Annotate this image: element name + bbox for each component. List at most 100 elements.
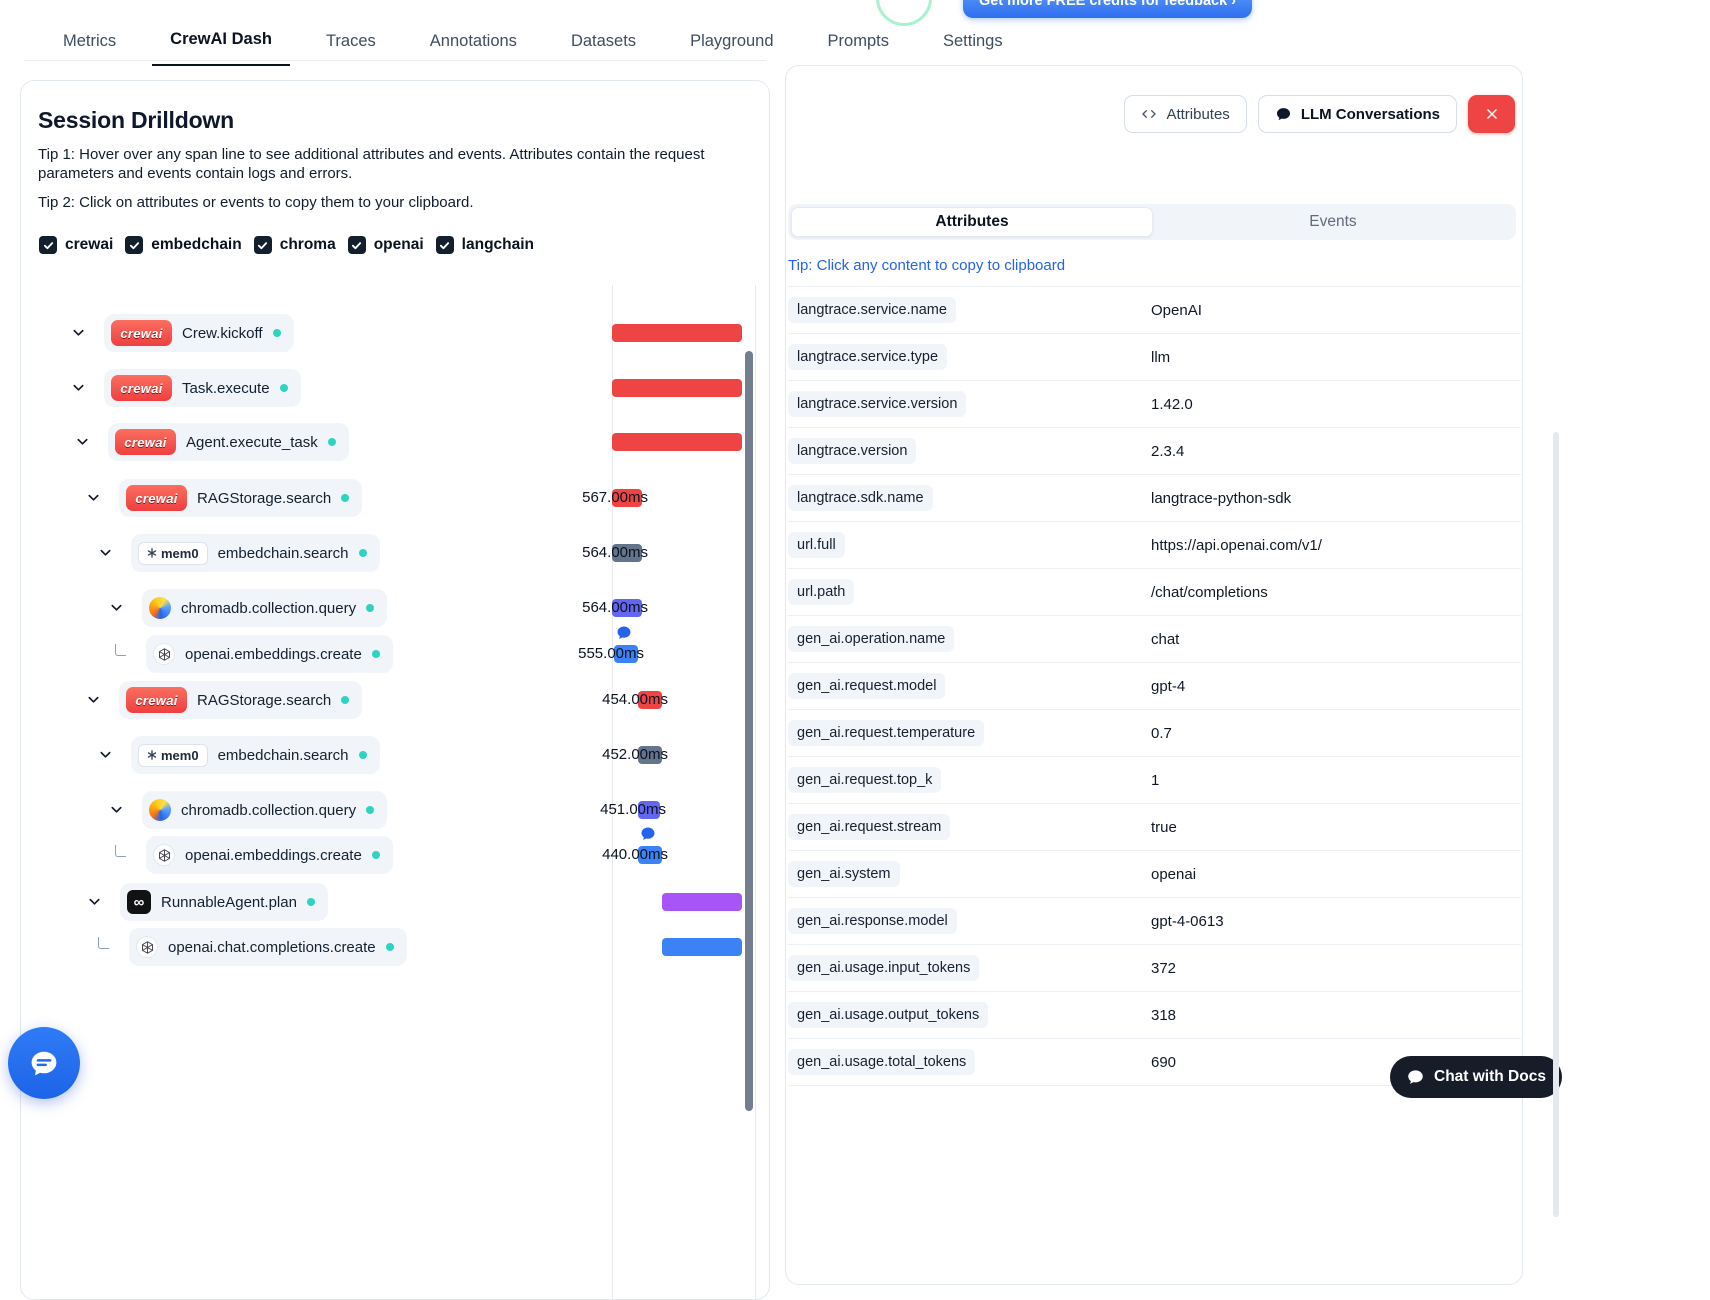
- duration-bar[interactable]: [612, 433, 742, 451]
- duration-bar[interactable]: [638, 801, 660, 819]
- attr-value[interactable]: langtrace-python-sdk: [1151, 489, 1292, 507]
- filter-langchain[interactable]: langchain: [435, 236, 534, 254]
- attr-value[interactable]: https://api.openai.com/v1/: [1151, 536, 1322, 554]
- attr-key[interactable]: langtrace.service.type: [788, 344, 948, 370]
- span-pill[interactable]: mem0 embedchain.search: [131, 534, 380, 572]
- chat-widget-button[interactable]: [8, 1027, 80, 1099]
- tab-events[interactable]: Events: [1309, 213, 1357, 230]
- attr-value[interactable]: 372: [1151, 959, 1177, 977]
- span-pill[interactable]: ∞ RunnableAgent.plan: [120, 883, 328, 921]
- span-pill[interactable]: crewai Agent.execute_task: [108, 423, 349, 461]
- checkbox-openai[interactable]: [347, 236, 366, 254]
- duration-bar[interactable]: [612, 544, 642, 562]
- checkbox-langchain[interactable]: [435, 236, 454, 254]
- span-pill[interactable]: openai.chat.completions.create: [129, 928, 407, 966]
- attr-value[interactable]: llm: [1151, 348, 1171, 366]
- attr-key[interactable]: url.full: [788, 532, 845, 558]
- chevron-down-icon[interactable]: [109, 600, 125, 616]
- attr-key[interactable]: url.path: [788, 579, 855, 605]
- chevron-down-icon[interactable]: [86, 490, 102, 506]
- attr-value[interactable]: chat: [1151, 630, 1180, 648]
- duration-bar[interactable]: [612, 599, 642, 617]
- tab-attributes[interactable]: Attributes: [791, 207, 1153, 237]
- checkbox-crewai[interactable]: [39, 236, 57, 254]
- llm-bubble-icon[interactable]: [640, 826, 656, 842]
- chevron-down-icon[interactable]: [71, 380, 87, 396]
- filter-chroma[interactable]: chroma: [253, 236, 336, 254]
- chat-with-docs-button[interactable]: Chat with Docs: [1390, 1056, 1562, 1098]
- tree-scrollbar[interactable]: [745, 351, 753, 1111]
- attr-value[interactable]: gpt-4: [1151, 677, 1186, 695]
- attr-key[interactable]: gen_ai.usage.total_tokens: [788, 1049, 976, 1075]
- attr-value[interactable]: /chat/completions: [1151, 583, 1268, 601]
- llm-bubble-icon[interactable]: [616, 625, 632, 641]
- checkbox-embedchain[interactable]: [125, 236, 144, 254]
- attr-value[interactable]: 1.42.0: [1151, 395, 1193, 413]
- nav-tab-prompts[interactable]: Prompts: [827, 32, 889, 50]
- duration-bar[interactable]: [638, 846, 662, 864]
- credits-button[interactable]: Get more FREE credits for feedback ›: [963, 0, 1252, 18]
- chevron-down-icon[interactable]: [87, 894, 103, 910]
- filter-embedchain[interactable]: embedchain: [125, 236, 242, 254]
- nav-tab-datasets[interactable]: Datasets: [570, 32, 637, 50]
- chevron-down-icon[interactable]: [71, 325, 87, 341]
- duration-bar[interactable]: [662, 938, 742, 956]
- close-button[interactable]: [1468, 95, 1515, 133]
- span-pill[interactable]: crewai Crew.kickoff: [104, 314, 294, 352]
- chevron-down-icon[interactable]: [109, 802, 125, 818]
- attr-value[interactable]: 1: [1151, 771, 1160, 789]
- attr-key[interactable]: gen_ai.operation.name: [788, 626, 955, 652]
- attr-key[interactable]: langtrace.service.version: [788, 391, 967, 417]
- duration-bar[interactable]: [614, 645, 638, 663]
- attr-value[interactable]: 690: [1151, 1053, 1177, 1071]
- nav-tab-crewai-dash[interactable]: CrewAI Dash: [152, 30, 290, 66]
- attr-key[interactable]: gen_ai.system: [788, 861, 900, 887]
- span-pill[interactable]: chromadb.collection.query: [142, 791, 388, 829]
- duration-bar[interactable]: [638, 746, 662, 764]
- attr-key[interactable]: gen_ai.request.model: [788, 673, 946, 699]
- duration-bar[interactable]: [612, 379, 742, 397]
- filter-openai[interactable]: openai: [347, 236, 424, 254]
- nav-tab-settings[interactable]: Settings: [942, 32, 1003, 50]
- duration-bar[interactable]: [612, 324, 742, 342]
- attr-value[interactable]: 0.7: [1151, 724, 1172, 742]
- attr-value[interactable]: OpenAI: [1151, 301, 1202, 319]
- attr-key[interactable]: langtrace.service.name: [788, 297, 956, 323]
- span-pill[interactable]: mem0 embedchain.search: [131, 736, 380, 774]
- attributes-button[interactable]: Attributes: [1124, 95, 1247, 133]
- attr-value[interactable]: openai: [1151, 865, 1197, 883]
- nav-tab-annotations[interactable]: Annotations: [429, 32, 517, 50]
- llm-conversations-button[interactable]: LLM Conversations: [1257, 95, 1457, 133]
- duration-bar[interactable]: [638, 691, 662, 709]
- attr-key[interactable]: gen_ai.usage.output_tokens: [788, 1002, 989, 1028]
- attr-key[interactable]: langtrace.version: [788, 438, 917, 464]
- span-pill[interactable]: crewai RAGStorage.search: [119, 681, 363, 719]
- nav-tab-playground[interactable]: Playground: [690, 32, 774, 50]
- attr-value[interactable]: true: [1151, 818, 1177, 836]
- span-pill[interactable]: chromadb.collection.query: [142, 589, 388, 627]
- span-pill[interactable]: openai.embeddings.create: [146, 836, 393, 874]
- attr-key[interactable]: gen_ai.request.top_k: [788, 767, 942, 793]
- checkbox-chroma[interactable]: [253, 236, 272, 254]
- attr-key[interactable]: langtrace.sdk.name: [788, 485, 933, 511]
- chevron-down-icon[interactable]: [98, 545, 114, 561]
- duration-bar[interactable]: [612, 489, 642, 507]
- duration-bar[interactable]: [662, 893, 742, 911]
- attr-key[interactable]: gen_ai.usage.input_tokens: [788, 955, 980, 981]
- nav-tab-traces[interactable]: Traces: [325, 32, 376, 50]
- attr-key[interactable]: gen_ai.request.stream: [788, 814, 951, 840]
- attr-value[interactable]: gpt-4-0613: [1151, 912, 1224, 930]
- attr-key[interactable]: gen_ai.request.temperature: [788, 720, 985, 746]
- chevron-down-icon[interactable]: [86, 692, 102, 708]
- page-scrollbar[interactable]: [1553, 432, 1559, 1217]
- filter-crewai[interactable]: crewai: [39, 236, 113, 254]
- attr-key[interactable]: gen_ai.response.model: [788, 908, 957, 934]
- attr-value[interactable]: 318: [1151, 1006, 1177, 1024]
- span-pill[interactable]: crewai Task.execute: [104, 369, 301, 407]
- attr-value[interactable]: 2.3.4: [1151, 442, 1185, 460]
- chevron-down-icon[interactable]: [98, 747, 114, 763]
- chevron-down-icon[interactable]: [75, 434, 91, 450]
- nav-tab-metrics[interactable]: Metrics: [63, 32, 117, 50]
- span-pill[interactable]: crewai RAGStorage.search: [119, 479, 363, 517]
- span-pill[interactable]: openai.embeddings.create: [146, 635, 393, 673]
